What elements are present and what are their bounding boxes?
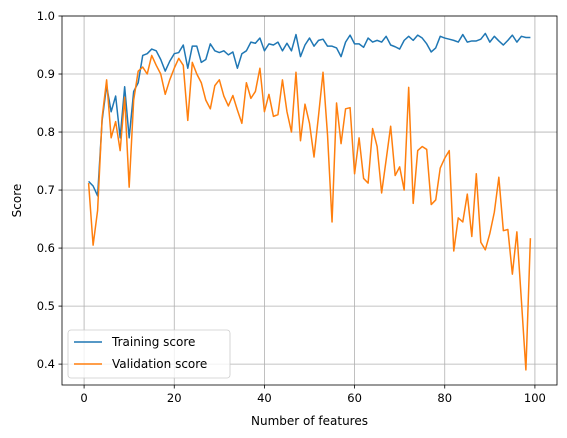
y-tick-label: 0.5 xyxy=(37,299,55,313)
legend: Training score Validation score xyxy=(68,330,230,378)
x-tick-label: 20 xyxy=(167,391,182,405)
y-axis-label: Score xyxy=(10,184,24,218)
y-tick-label: 1.0 xyxy=(37,9,55,23)
x-axis-label: Number of features xyxy=(251,414,368,428)
x-tick-label: 0 xyxy=(80,391,87,405)
x-tick-label: 40 xyxy=(257,391,272,405)
x-tick-label: 60 xyxy=(347,391,362,405)
y-tick-label: 0.9 xyxy=(37,67,55,81)
y-tick-label: 0.7 xyxy=(37,183,55,197)
x-tick-label: 80 xyxy=(437,391,452,405)
validation-score-line xyxy=(89,55,531,369)
training-score-line xyxy=(89,33,531,195)
legend-label-validation: Validation score xyxy=(112,357,207,371)
y-tick-label: 0.4 xyxy=(37,357,55,371)
legend-label-training: Training score xyxy=(111,335,195,349)
y-tick-label: 0.8 xyxy=(37,125,55,139)
series-lines xyxy=(89,33,531,370)
y-tick-label: 0.6 xyxy=(37,241,55,255)
x-tick-label: 100 xyxy=(524,391,546,405)
